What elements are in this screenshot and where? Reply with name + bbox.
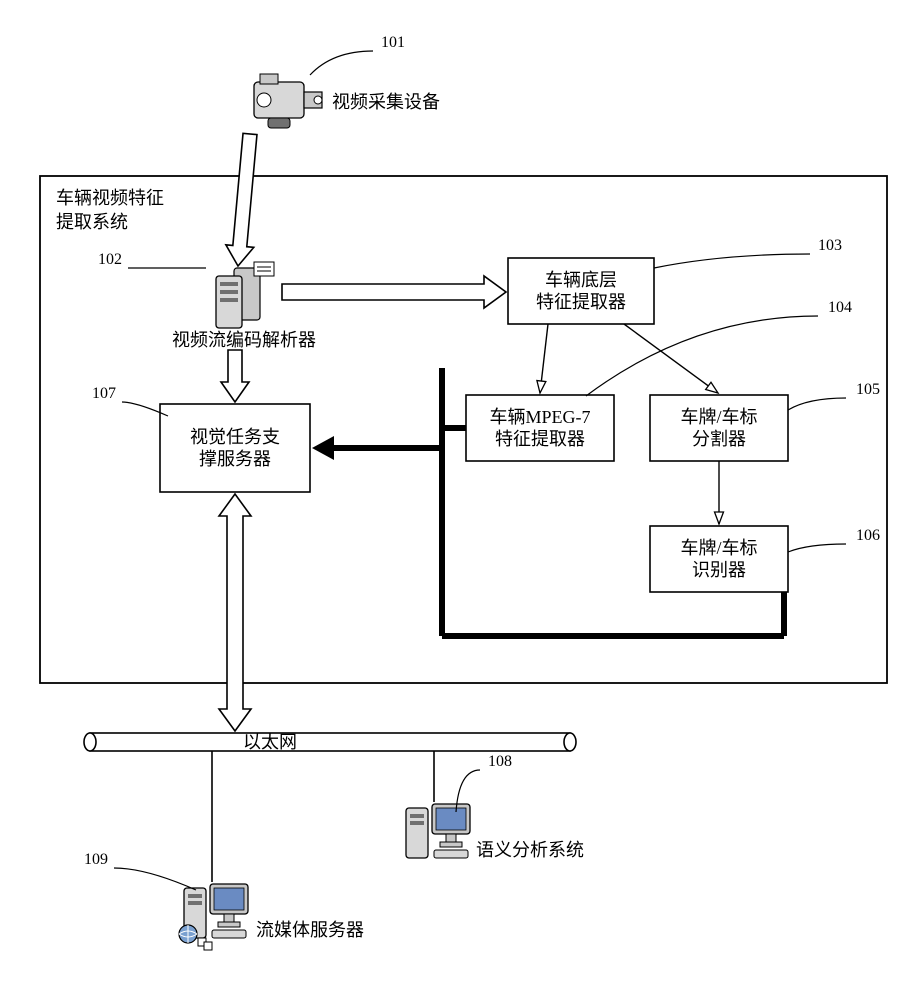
- camera-icon: [254, 74, 322, 128]
- n106-box: [650, 526, 788, 592]
- semantic-system-icon: [406, 804, 470, 858]
- n105-num: 105: [856, 381, 880, 398]
- leader-101: [310, 51, 373, 75]
- n103-box: [508, 258, 654, 324]
- n103-label-1: 特征提取器: [536, 292, 626, 312]
- n102-num: 102: [98, 251, 122, 268]
- n104-box: [466, 395, 614, 461]
- n103-label-0: 车辆底层: [545, 270, 617, 290]
- leader-n106: [788, 544, 846, 552]
- arrowhead-into-107: [312, 436, 334, 460]
- leader-103: [654, 254, 810, 268]
- arrow-105-106-head: [715, 512, 724, 524]
- leader-n105: [788, 398, 846, 410]
- n102-label: 视频流编码解析器: [172, 330, 316, 350]
- streaming-server-icon: [179, 884, 248, 950]
- arrow-101-102: [226, 133, 257, 266]
- arrow-102-107: [221, 350, 249, 402]
- n103-num: 103: [818, 237, 842, 254]
- ethernet-label: 以太网: [243, 732, 297, 752]
- ethernet-bus: [90, 733, 570, 751]
- encoder-parser-icon: [216, 262, 274, 328]
- n107-label-0: 视觉任务支: [190, 427, 280, 447]
- leader-n104: [586, 316, 818, 396]
- n105-box: [650, 395, 788, 461]
- arrow-103-104-head: [537, 381, 546, 393]
- n107-label-1: 撑服务器: [199, 449, 271, 469]
- n105-label-1: 分割器: [692, 429, 746, 449]
- n104-label-0: 车辆MPEG-7: [489, 407, 590, 427]
- n107-box: [160, 404, 310, 492]
- n101-label: 视频采集设备: [332, 92, 440, 112]
- n105-label-0: 车牌/车标: [680, 407, 757, 427]
- system-title-1: 提取系统: [56, 212, 128, 232]
- system-title-0: 车辆视频特征: [56, 188, 164, 208]
- n108-label: 语义分析系统: [476, 840, 584, 860]
- leader-109: [114, 868, 196, 890]
- n104-num: 104: [828, 299, 852, 316]
- n106-label-0: 车牌/车标: [680, 538, 757, 558]
- n109-label: 流媒体服务器: [256, 920, 364, 940]
- n108-num: 108: [488, 753, 512, 770]
- n107-num: 107: [92, 385, 116, 402]
- arrow-102-103: [282, 276, 506, 308]
- arrow-103-105-head: [706, 382, 718, 393]
- n109-num: 109: [84, 851, 108, 868]
- n106-label-1: 识别器: [692, 560, 746, 580]
- n101-num: 101: [381, 34, 405, 51]
- arrow-107-ethernet: [219, 494, 251, 731]
- n106-num: 106: [856, 527, 880, 544]
- n104-label-1: 特征提取器: [495, 429, 585, 449]
